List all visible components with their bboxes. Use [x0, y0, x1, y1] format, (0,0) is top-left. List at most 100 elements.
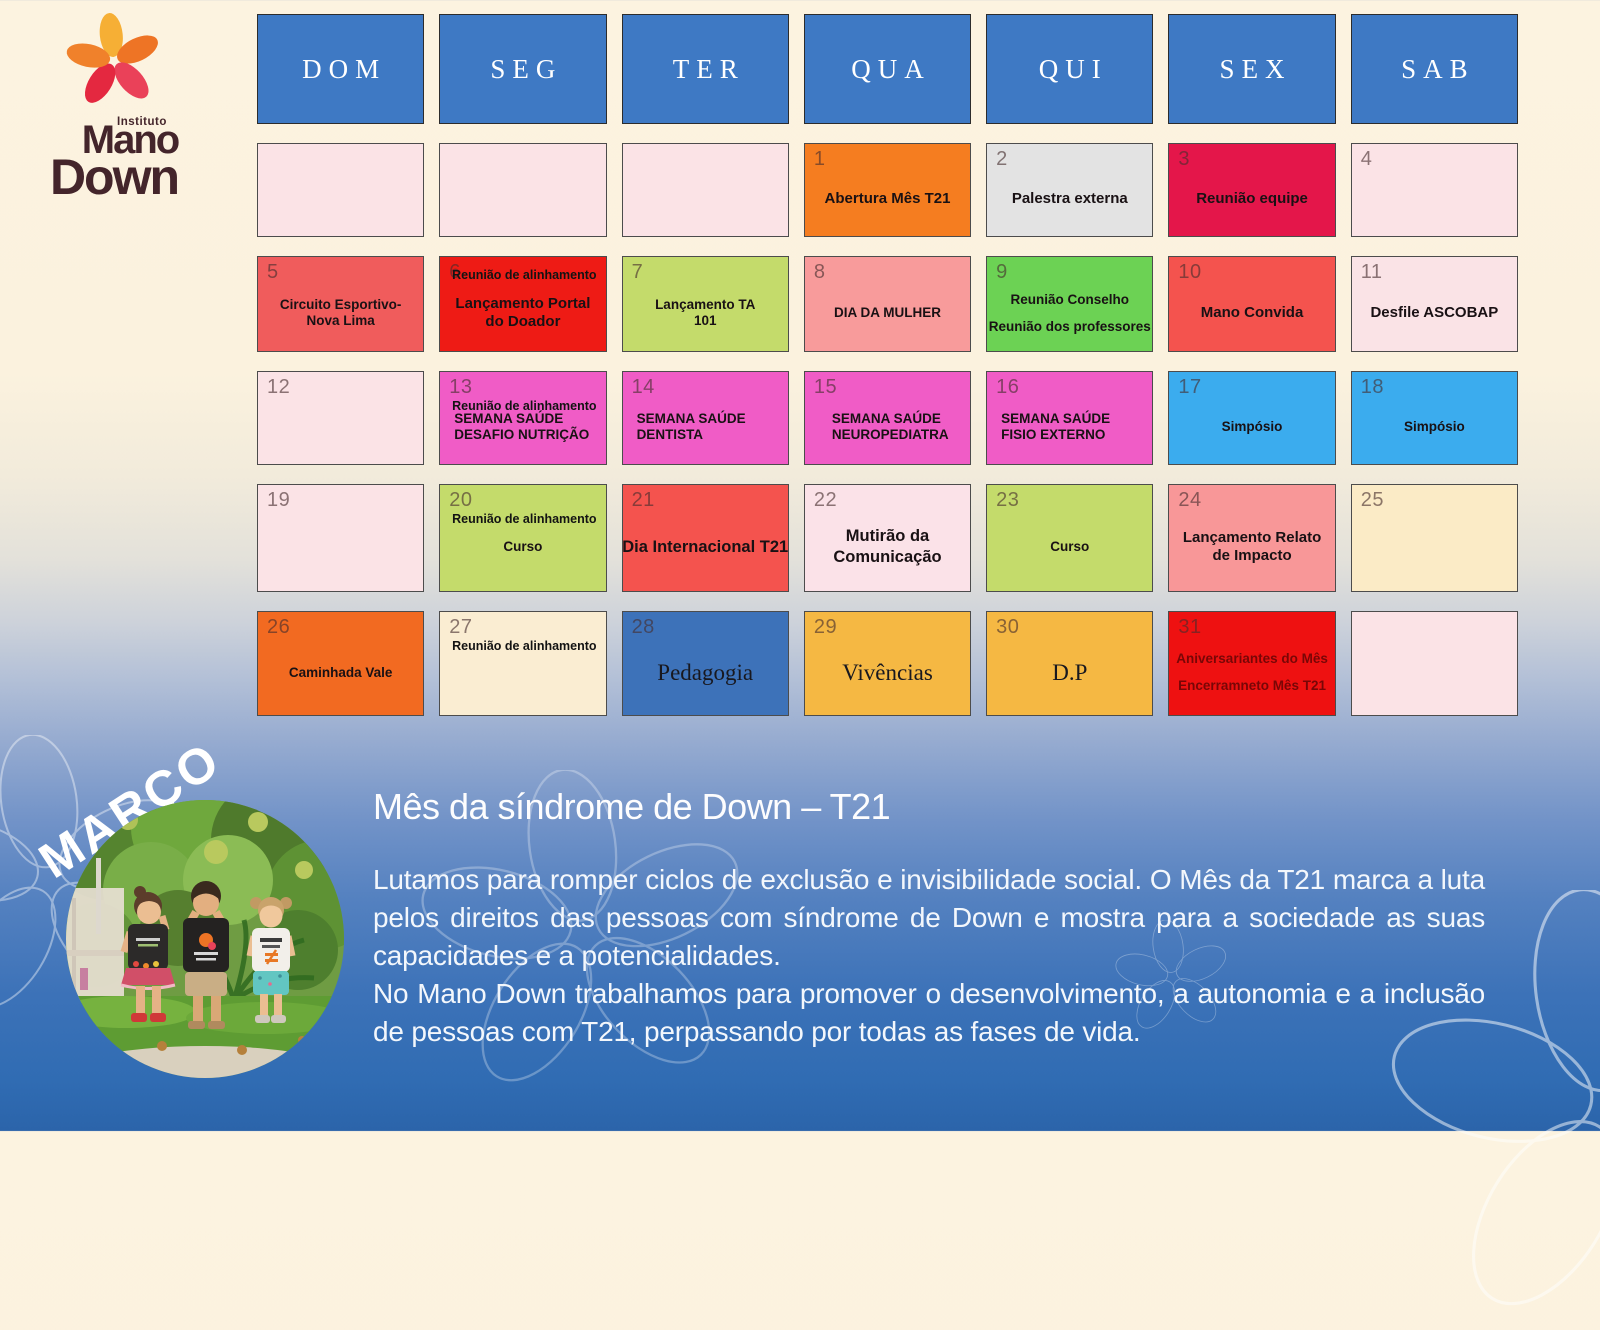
day-number: 5: [267, 261, 279, 283]
event-label: Reunião equipe: [1196, 190, 1308, 208]
cell-events: Caminhada Vale: [258, 612, 423, 715]
day-number: 19: [267, 489, 291, 511]
day-number: 24: [1178, 489, 1202, 511]
day-number: 14: [631, 376, 655, 398]
event-label: DENTISTA: [636, 427, 704, 442]
weekday-header-sex: SEX: [1168, 14, 1336, 124]
calendar-cell-day-1: 1 Abertura Mês T21: [803, 143, 972, 237]
calendar-cell-day-23: 23 Curso: [986, 484, 1154, 592]
calendar-cell-day-17: 17 Simpósio: [1168, 371, 1336, 465]
cell-events: DIA DA MULHER: [805, 257, 970, 351]
event-label: Reunião dos professores: [988, 318, 1151, 334]
event-label: Comunicação: [833, 548, 942, 566]
calendar-cell-day-10: 10 Mano Convida: [1168, 256, 1336, 352]
event-label: SEMANA SAÚDE: [636, 411, 746, 427]
event-label: D.P: [1052, 659, 1088, 685]
cell-events: Abertura Mês T21: [805, 144, 970, 236]
weekday-header-qua: QUA: [803, 14, 972, 124]
calendar-cell-day-16: 16 SEMANA SAÚDE FISIO EXTERNO: [986, 371, 1154, 465]
event-label: Reunião Conselho: [1010, 291, 1130, 307]
event-label: SEMANA SAÚDE: [454, 411, 564, 427]
calendar-cell-day-19: 19: [257, 484, 425, 592]
cell-events: Vivências: [805, 612, 970, 715]
calendar-cell-empty: [1350, 611, 1518, 716]
calendar-cell-day-22: 22 Mutirão da Comunicação: [803, 484, 972, 592]
photo-grass: [66, 996, 344, 1078]
cell-events: Palestra externa: [987, 144, 1152, 236]
calendar-cell-day-3: 3 Reunião equipe: [1168, 143, 1336, 237]
day-number: 11: [1360, 261, 1383, 283]
day-number: 18: [1360, 376, 1384, 398]
children-photo-illustration: [66, 800, 344, 1078]
calendar-cell-day-11: 11 Desfile ASCOBAP: [1350, 256, 1518, 352]
day-number: 17: [1178, 376, 1202, 398]
event-label: FISIO EXTERNO: [1001, 427, 1106, 442]
calendar-grid: DOM SEG TER QUA QUI SEX SAB 1 Abertura Mês T21 2 P…: [257, 14, 1518, 716]
day-number: 8: [813, 261, 826, 283]
logo-down-text: Down: [49, 149, 180, 205]
day-number: 29: [813, 616, 838, 638]
weekday-header-ter: TER: [621, 14, 789, 124]
weekday-header-seg: SEG: [439, 14, 607, 124]
cell-events: Mano Convida: [1169, 257, 1334, 351]
calendar-cell-day-9: 9 Reunião Conselho Reunião dos professores: [986, 256, 1154, 352]
cell-events: Curso: [987, 485, 1152, 591]
day-number: 25: [1360, 489, 1384, 511]
event-label: Abertura Mês T21: [824, 190, 951, 208]
event-label: do Doador: [485, 313, 561, 330]
day-number: 31: [1178, 616, 1202, 638]
day-number: 9: [996, 261, 1008, 283]
calendar-cell-day-8: 8 DIA DA MULHER: [803, 256, 972, 352]
calendar-cell-day-20: 20 Reunião de alinhamento Curso: [439, 484, 607, 592]
event-label: Aniversariantes do Mês: [1176, 651, 1328, 667]
photo-child-middle: [183, 881, 229, 1029]
event-label: Pedagogia: [657, 659, 754, 685]
day-number: 7: [631, 261, 644, 283]
cell-events: Lançamento TA 101: [623, 257, 788, 351]
calendar-cell-day-30: 30 D.P: [986, 611, 1154, 716]
cell-events: SEMANA SAÚDE DENTISTA: [623, 372, 788, 464]
day-number: 1: [813, 148, 826, 170]
event-note: Reunião de alinhamento: [452, 268, 597, 282]
day-number: 23: [996, 489, 1020, 511]
day-number: 26: [267, 616, 291, 638]
calendar-cell-day-15: 15 SEMANA SAÚDE NEUROPEDIATRA: [803, 371, 972, 465]
cell-events: D.P: [987, 612, 1152, 715]
calendar-cell-day-31: 31 Aniversariantes do Mês Encerramneto Mês…: [1168, 611, 1336, 716]
weekday-header-qui: QUI: [986, 14, 1154, 124]
cell-events: Lançamento Relato de Impacto: [1169, 485, 1334, 591]
cell-events: Dia Internacional T21: [622, 485, 788, 591]
footer-description: Lutamos para romper ciclos de exclusão e…: [373, 861, 1485, 1051]
calendar-cell-day-18: 18 Simpósio: [1350, 371, 1518, 465]
event-label: DESAFIO NUTRIÇÃO: [454, 427, 590, 442]
cell-events: Simpósio: [1169, 372, 1334, 464]
cell-events: Reunião Conselho Reunião dos professores: [987, 257, 1152, 351]
logo-mano-text: Mano: [81, 118, 180, 162]
photo-building: [66, 858, 124, 1003]
event-label: Caminhada Vale: [288, 664, 393, 680]
calendar-cell-day-29: 29 Vivências: [803, 611, 972, 716]
day-number: 15: [813, 376, 838, 398]
event-note: Reunião de alinhamento: [452, 639, 597, 653]
event-label: Lançamento TA: [655, 297, 756, 313]
calendar-cell-day-13: 13 Reunião de alinhamento SEMANA SAÚDE DESA…: [439, 371, 607, 465]
event-label: Nova Lima: [306, 313, 375, 328]
footer-paragraph-2: No Mano Down trabalhamos para promover o…: [373, 978, 1485, 1047]
calendar-cell-day-25: 25: [1350, 484, 1518, 592]
day-number: 28: [631, 616, 655, 638]
calendar-cell-day-24: 24 Lançamento Relato de Impacto: [1168, 484, 1336, 592]
photo-child-left: [120, 886, 176, 1022]
event-label: 101: [693, 313, 717, 328]
calendar-cell-day-6: 6 Reunião de alinhamento Lançamento Portal…: [439, 256, 607, 352]
footer-paragraph-1: Lutamos para romper ciclos de exclusão e…: [373, 864, 1485, 971]
logo-institute-text: Instituto: [117, 116, 167, 128]
calendar-cell-day-14: 14 SEMANA SAÚDE DENTISTA: [621, 371, 789, 465]
day-number: 3: [1178, 148, 1191, 170]
day-number: 13: [449, 376, 473, 398]
logo-flower-icon: [66, 13, 158, 103]
day-number: 20: [449, 489, 473, 511]
cell-events: Aniversariantes do Mês Encerramneto Mês T…: [1169, 612, 1334, 715]
calendar-cell-day-2: 2 Palestra externa: [986, 143, 1154, 237]
calendar-cell-day-4: 4: [1350, 143, 1518, 237]
cell-events: Lançamento Portal do Doador: [440, 257, 605, 351]
